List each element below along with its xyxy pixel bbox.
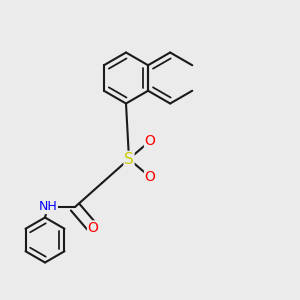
- Text: O: O: [88, 221, 98, 235]
- Text: NH: NH: [39, 200, 57, 214]
- Text: O: O: [145, 134, 155, 148]
- Text: S: S: [124, 152, 134, 166]
- Text: O: O: [145, 170, 155, 184]
